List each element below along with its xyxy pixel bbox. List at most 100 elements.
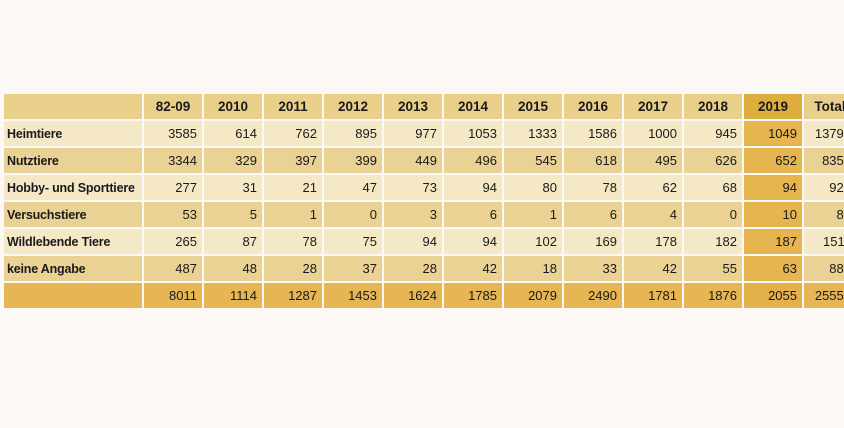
table-cell: 3585	[144, 121, 202, 146]
row-label: keine Angabe	[4, 256, 142, 281]
header-corner-cell	[4, 94, 142, 119]
table-cell: 945	[684, 121, 742, 146]
table-cell-highlighted: 1049	[744, 121, 802, 146]
header-cell: 2013	[384, 94, 442, 119]
table-cell: 614	[204, 121, 262, 146]
table-cell-total: 89	[804, 202, 844, 227]
table-cell: 94	[444, 175, 502, 200]
table-cell: 762	[264, 121, 322, 146]
header-cell-total: Total	[804, 94, 844, 119]
table-cell-highlighted: 187	[744, 229, 802, 254]
table-cell: 68	[684, 175, 742, 200]
table-cell-total: 1511	[804, 229, 844, 254]
row-label: Versuchstiere	[4, 202, 142, 227]
table-cell: 265	[144, 229, 202, 254]
table-cell: 1	[504, 202, 562, 227]
table-cell: 399	[324, 148, 382, 173]
table-row: Hobby- und Sporttiere 277 31 21 47 73 94…	[4, 175, 844, 200]
table-cell: 618	[564, 148, 622, 173]
table-cell: 42	[444, 256, 502, 281]
table-cell: 545	[504, 148, 562, 173]
table-cell-highlighted: 652	[744, 148, 802, 173]
header-cell: 2011	[264, 94, 322, 119]
row-label: Heimtiere	[4, 121, 142, 146]
totals-cell: 1876	[684, 283, 742, 308]
table-cell: 329	[204, 148, 262, 173]
table-cell: 6	[444, 202, 502, 227]
table-cell: 178	[624, 229, 682, 254]
totals-cell-highlighted: 2055	[744, 283, 802, 308]
table-cell: 1333	[504, 121, 562, 146]
table-cell: 55	[684, 256, 742, 281]
table-cell: 977	[384, 121, 442, 146]
totals-cell: 2490	[564, 283, 622, 308]
table-cell: 1053	[444, 121, 502, 146]
totals-cell: 1453	[324, 283, 382, 308]
table-cell: 397	[264, 148, 322, 173]
row-label: Nutztiere	[4, 148, 142, 173]
table-cell: 5	[204, 202, 262, 227]
table-cell-highlighted: 10	[744, 202, 802, 227]
header-cell-highlighted: 2019	[744, 94, 802, 119]
totals-cell: 2079	[504, 283, 562, 308]
table-cell: 21	[264, 175, 322, 200]
table-cell: 182	[684, 229, 742, 254]
grand-total-cell: 25555	[804, 283, 844, 308]
header-cell: 2012	[324, 94, 382, 119]
header-cell: 2017	[624, 94, 682, 119]
table-cell-highlighted: 94	[744, 175, 802, 200]
table-cell: 3	[384, 202, 442, 227]
table-cell: 449	[384, 148, 442, 173]
totals-cell: 1781	[624, 283, 682, 308]
table-row: Versuchstiere 53 5 1 0 3 6 1 6 4 0 10 89	[4, 202, 844, 227]
table-cell: 75	[324, 229, 382, 254]
table-cell: 277	[144, 175, 202, 200]
row-label: Wildlebende Tiere	[4, 229, 142, 254]
header-cell: 2010	[204, 94, 262, 119]
statistics-table: 82-09 2010 2011 2012 2013 2014 2015 2016…	[2, 92, 844, 310]
table-cell: 0	[324, 202, 382, 227]
table-cell: 78	[564, 175, 622, 200]
table-cell: 4	[624, 202, 682, 227]
table-cell: 496	[444, 148, 502, 173]
table-cell: 37	[324, 256, 382, 281]
header-cell: 82-09	[144, 94, 202, 119]
table-cell-total: 881	[804, 256, 844, 281]
header-cell: 2015	[504, 94, 562, 119]
table-row: keine Angabe 487 48 28 37 28 42 18 33 42…	[4, 256, 844, 281]
table-cell: 28	[384, 256, 442, 281]
totals-cell: 1287	[264, 283, 322, 308]
table-cell: 80	[504, 175, 562, 200]
table-row: Nutztiere 3344 329 397 399 449 496 545 6…	[4, 148, 844, 173]
table-cell: 1	[264, 202, 322, 227]
table-cell: 94	[444, 229, 502, 254]
table-cell: 73	[384, 175, 442, 200]
table-cell: 495	[624, 148, 682, 173]
totals-cell: 8011	[144, 283, 202, 308]
table-cell: 48	[204, 256, 262, 281]
table-cell: 78	[264, 229, 322, 254]
table-cell: 6	[564, 202, 622, 227]
statistics-table-container: 82-09 2010 2011 2012 2013 2014 2015 2016…	[2, 92, 844, 310]
table-cell: 87	[204, 229, 262, 254]
table-cell: 62	[624, 175, 682, 200]
table-cell: 3344	[144, 148, 202, 173]
header-cell: 2014	[444, 94, 502, 119]
table-cell: 47	[324, 175, 382, 200]
table-cell-highlighted: 63	[744, 256, 802, 281]
header-cell: 2016	[564, 94, 622, 119]
table-cell: 487	[144, 256, 202, 281]
table-cell-total: 13799	[804, 121, 844, 146]
table-cell: 42	[624, 256, 682, 281]
table-cell: 0	[684, 202, 742, 227]
table-cell: 1000	[624, 121, 682, 146]
table-cell: 94	[384, 229, 442, 254]
table-cell-total: 925	[804, 175, 844, 200]
table-cell: 18	[504, 256, 562, 281]
table-cell: 169	[564, 229, 622, 254]
table-row: Heimtiere 3585 614 762 895 977 1053 1333…	[4, 121, 844, 146]
row-label: Hobby- und Sporttiere	[4, 175, 142, 200]
table-cell-total: 8350	[804, 148, 844, 173]
table-cell: 895	[324, 121, 382, 146]
table-cell: 102	[504, 229, 562, 254]
